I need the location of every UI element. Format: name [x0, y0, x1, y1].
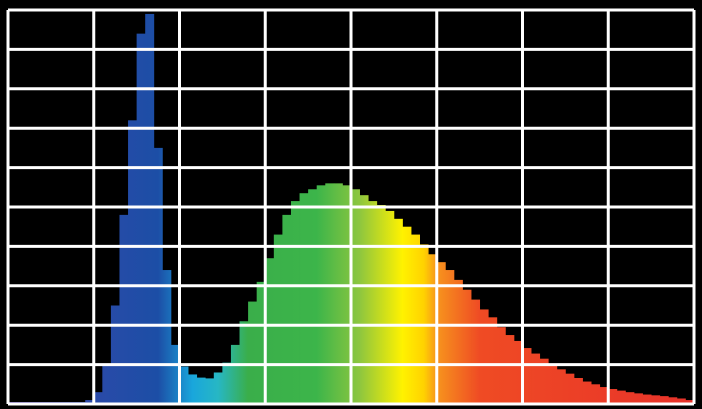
bar	[273, 234, 283, 404]
bar	[591, 384, 601, 404]
bar	[462, 289, 472, 404]
bar	[222, 362, 232, 404]
bar	[342, 185, 352, 404]
bar	[239, 321, 249, 404]
bar	[685, 400, 695, 404]
bar	[170, 344, 180, 404]
bar	[625, 392, 635, 404]
bar	[608, 389, 618, 404]
bar	[153, 147, 163, 404]
bar	[531, 353, 541, 404]
bar	[230, 344, 240, 404]
bar	[308, 189, 318, 404]
bar	[162, 270, 172, 404]
bar	[385, 210, 395, 404]
bar	[325, 183, 335, 404]
bar	[85, 400, 95, 404]
bar	[668, 397, 678, 404]
bar	[513, 340, 523, 404]
bar	[333, 183, 343, 404]
bar	[488, 317, 498, 404]
bar	[376, 205, 386, 404]
bar	[256, 281, 266, 404]
bar	[93, 392, 103, 404]
bar	[128, 120, 138, 404]
bar	[633, 393, 643, 404]
bar	[393, 218, 403, 404]
bar	[565, 373, 575, 404]
bar	[548, 364, 558, 404]
bar	[368, 201, 378, 404]
bar	[102, 364, 112, 404]
bar	[659, 396, 669, 404]
bar	[316, 185, 326, 404]
bar	[299, 193, 309, 404]
bar	[616, 390, 626, 404]
bar	[248, 301, 258, 404]
bar	[282, 214, 292, 404]
bar	[582, 381, 592, 404]
bar	[505, 335, 515, 404]
bar	[205, 378, 215, 404]
bar	[119, 214, 129, 404]
bar	[651, 395, 661, 404]
bar	[196, 377, 206, 404]
bar	[445, 270, 455, 404]
bar	[436, 262, 446, 404]
bar	[428, 254, 438, 404]
bar	[522, 348, 532, 404]
bar	[676, 398, 686, 404]
bar	[573, 377, 583, 404]
bar	[359, 195, 369, 404]
bar	[265, 258, 275, 404]
bar	[136, 33, 146, 404]
bar	[213, 372, 223, 404]
bar	[402, 226, 412, 404]
bar	[188, 374, 198, 404]
bar	[179, 366, 189, 404]
bar	[290, 201, 300, 404]
bar	[145, 13, 155, 404]
bar	[642, 394, 652, 404]
bar	[471, 299, 481, 404]
bar	[411, 234, 420, 404]
bar	[539, 358, 549, 404]
bar	[479, 309, 489, 404]
bar	[110, 305, 120, 404]
bar	[599, 387, 609, 404]
bar	[351, 189, 360, 404]
bar	[556, 369, 566, 404]
bar	[453, 279, 463, 404]
